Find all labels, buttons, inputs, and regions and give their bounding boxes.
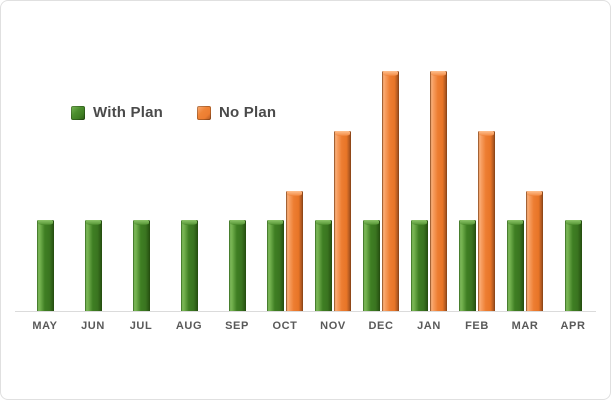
plot-area	[21, 1, 597, 311]
legend: With Plan No Plan	[71, 104, 276, 121]
legend-label-no-plan: No Plan	[219, 104, 277, 121]
category-group-nov	[309, 1, 357, 311]
x-axis-label-aug: AUG	[175, 320, 203, 332]
bar-no-plan-nov	[334, 131, 351, 311]
bar-with-plan-sep	[228, 220, 246, 311]
bar-no-plan-mar	[526, 191, 543, 311]
legend-item-no-plan: No Plan	[197, 104, 276, 121]
bar-with-plan-may	[36, 220, 54, 311]
bar-no-plan-oct	[286, 191, 303, 311]
bar-no-plan-dec	[382, 71, 399, 311]
bar-with-plan-jan	[411, 220, 428, 311]
x-axis-label-jul: JUL	[129, 320, 153, 332]
x-axis-label-jun: JUN	[81, 320, 105, 332]
x-axis-label-dec: DEC	[368, 320, 394, 332]
bar-with-plan-jul	[132, 220, 150, 311]
category-group-oct	[261, 1, 309, 311]
category-group-jun	[69, 1, 117, 311]
x-axis-label-may: MAY	[32, 320, 58, 332]
x-axis-label-jan: JAN	[417, 320, 441, 332]
category-group-apr	[549, 1, 597, 311]
bar-with-plan-jun	[84, 220, 102, 311]
bar-with-plan-dec	[363, 220, 380, 311]
category-group-mar	[501, 1, 549, 311]
category-group-dec	[357, 1, 405, 311]
x-axis-label-nov: NOV	[320, 320, 346, 332]
x-axis-label-mar: MAR	[511, 320, 539, 332]
bar-with-plan-nov	[315, 220, 332, 311]
category-group-may	[21, 1, 69, 311]
bar-with-plan-oct	[267, 220, 284, 311]
category-group-jan	[405, 1, 453, 311]
bar-no-plan-feb	[478, 131, 495, 311]
bar-with-plan-feb	[459, 220, 476, 311]
bar-with-plan-mar	[507, 220, 524, 311]
bar-no-plan-jan	[430, 71, 447, 311]
x-axis-label-oct: OCT	[272, 320, 298, 332]
category-group-jul	[117, 1, 165, 311]
x-axis-labels: MAY JUN JUL AUG SEP OCT NOV DEC JAN FEB MAR APR	[21, 320, 597, 332]
legend-item-with-plan: With Plan	[71, 104, 163, 121]
with-plan-swatch-icon	[71, 105, 85, 120]
category-group-sep	[213, 1, 261, 311]
category-group-feb	[453, 1, 501, 311]
bar-with-plan-aug	[180, 220, 198, 311]
x-axis-label-sep: SEP	[225, 320, 249, 332]
no-plan-swatch-icon	[197, 105, 211, 120]
x-axis-label-feb: FEB	[465, 320, 489, 332]
x-axis-line	[15, 311, 596, 312]
x-axis-label-apr: APR	[560, 320, 586, 332]
bar-with-plan-apr	[564, 220, 582, 311]
category-group-aug	[165, 1, 213, 311]
legend-label-with-plan: With Plan	[93, 104, 163, 121]
